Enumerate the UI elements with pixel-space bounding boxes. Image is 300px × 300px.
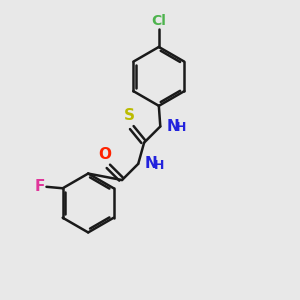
Text: S: S [124, 108, 135, 123]
Text: Cl: Cl [152, 14, 166, 28]
Text: N: N [145, 156, 158, 171]
Text: N: N [167, 119, 179, 134]
Text: O: O [98, 147, 112, 162]
Text: H: H [154, 159, 164, 172]
Text: H: H [176, 122, 186, 134]
Text: F: F [34, 179, 45, 194]
